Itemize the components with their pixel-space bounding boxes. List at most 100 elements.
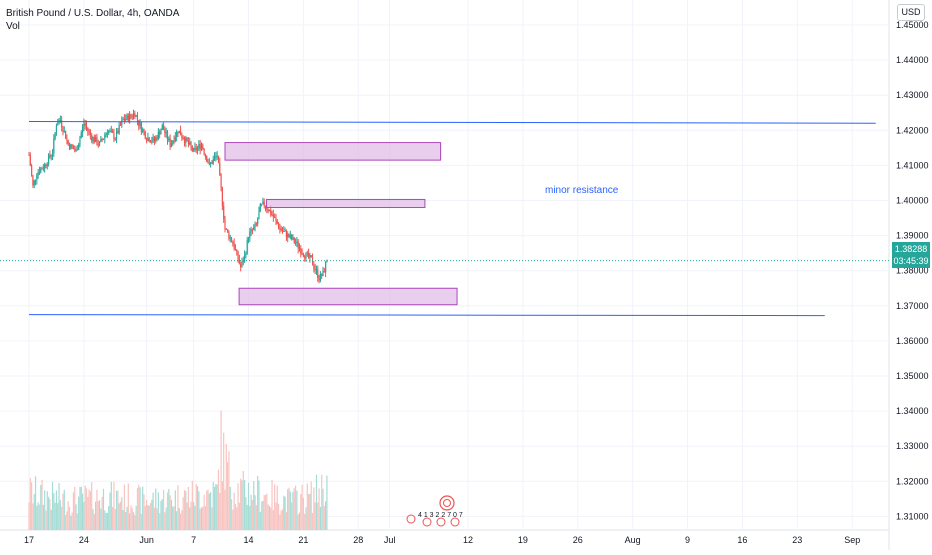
event-icon[interactable] <box>406 514 416 524</box>
candle-body <box>32 175 34 186</box>
candle-body <box>161 125 163 130</box>
volume-bar <box>292 492 294 530</box>
candle-body <box>306 252 308 254</box>
volume-bar <box>276 485 278 530</box>
candle-body <box>255 223 257 225</box>
trend-line[interactable] <box>28 121 876 124</box>
volume-bar <box>291 502 293 530</box>
time-tick-label: Jun <box>139 535 154 545</box>
volume-bar <box>294 485 297 530</box>
rectangle-zone[interactable] <box>238 287 458 306</box>
volume-bar <box>130 505 132 530</box>
candle-body <box>177 131 179 134</box>
candle-body <box>315 269 318 271</box>
candle-body <box>122 118 124 121</box>
volume-bar <box>97 501 99 530</box>
candle-body <box>264 205 267 208</box>
candle-body <box>106 133 108 135</box>
candle-body <box>196 147 199 151</box>
volume-bar <box>242 470 244 530</box>
volume-bar <box>274 484 276 530</box>
volume-bar <box>113 481 115 530</box>
volume-bar <box>100 508 102 530</box>
candle-body <box>287 233 289 238</box>
candle-body <box>210 162 212 164</box>
volume-bar <box>115 490 118 530</box>
volume-label[interactable]: Vol <box>6 21 20 32</box>
candle-body <box>170 143 173 147</box>
candle-body <box>275 217 277 221</box>
events-label: 4 1 3 2 2 7 0 7 <box>418 512 463 519</box>
candle-body <box>204 154 206 157</box>
volume-bar <box>59 500 61 530</box>
time-axis[interactable]: 17 24 Jun 7 14 21 28 Jul 12 19 26 Aug 9 16 23 Sep <box>24 0 860 545</box>
rectangle-zone[interactable] <box>224 142 442 161</box>
volume-bar <box>131 508 133 530</box>
candle-body <box>225 228 227 230</box>
event-icon[interactable] <box>439 495 455 511</box>
candle-body <box>308 252 310 258</box>
candle-body <box>318 277 320 281</box>
events-markers[interactable]: 4 1 3 2 2 7 0 7 <box>406 495 463 527</box>
volume-bar <box>200 507 203 530</box>
time-tick-label: 12 <box>463 535 473 545</box>
candle-body <box>101 138 103 140</box>
volume-bar <box>172 506 174 530</box>
candle-body <box>272 214 274 218</box>
volume-bar <box>162 489 165 530</box>
volume-bar <box>275 502 277 530</box>
candle-body <box>247 238 250 240</box>
volume-bar <box>203 494 205 530</box>
price-tick-label: 1.34000 <box>896 406 929 416</box>
trend-line[interactable] <box>28 314 825 317</box>
event-icon[interactable] <box>450 517 460 527</box>
candle-body <box>185 137 187 143</box>
candle-body <box>296 241 298 243</box>
volume-bar <box>83 501 85 530</box>
candle-body <box>46 164 48 166</box>
volume-bar <box>81 493 84 530</box>
volume-bar <box>213 486 216 530</box>
volume-bar <box>233 492 235 530</box>
volume-bar <box>126 507 128 530</box>
candle-body <box>257 219 259 225</box>
volume-bar <box>313 487 315 530</box>
volume-bar <box>318 488 320 530</box>
candle-body <box>121 120 123 126</box>
time-tick-label: 14 <box>244 535 254 545</box>
candle-body <box>162 125 165 131</box>
candle-body <box>50 155 52 157</box>
price-axis[interactable]: 1.45000 1.44000 1.43000 1.42000 1.41000 1.400… <box>0 20 929 521</box>
candle-body <box>76 149 78 151</box>
candle-body <box>221 187 223 206</box>
volume-bar <box>129 513 131 530</box>
event-icon[interactable] <box>422 517 432 527</box>
volume-bar <box>257 475 259 530</box>
volume-bar <box>58 483 60 530</box>
candle-body <box>59 120 61 122</box>
volume-bar <box>62 493 64 530</box>
minor-resistance-label[interactable]: minor resistance <box>545 185 619 196</box>
symbol-title[interactable]: British Pound / U.S. Dollar, 4h, OANDA <box>6 8 180 19</box>
candle-body <box>115 131 118 140</box>
candle-body <box>233 243 235 249</box>
candle-body <box>58 120 60 124</box>
volume-bar <box>219 493 221 530</box>
volume-bar <box>280 510 282 530</box>
candle-body <box>263 201 265 206</box>
candle-body <box>37 171 39 176</box>
candle-body <box>143 129 145 132</box>
time-tick-label: 21 <box>298 535 308 545</box>
currency-button[interactable]: USD <box>897 4 925 21</box>
volume-bar <box>259 511 261 530</box>
volume-bar <box>323 506 325 530</box>
time-tick-label: Aug <box>625 535 641 545</box>
volume-bar <box>309 494 311 530</box>
time-tick-label: 7 <box>191 535 196 545</box>
drawings[interactable] <box>0 121 889 317</box>
rectangle-zone[interactable] <box>266 198 426 209</box>
volume-bar <box>92 509 94 530</box>
event-icon[interactable] <box>436 517 446 527</box>
